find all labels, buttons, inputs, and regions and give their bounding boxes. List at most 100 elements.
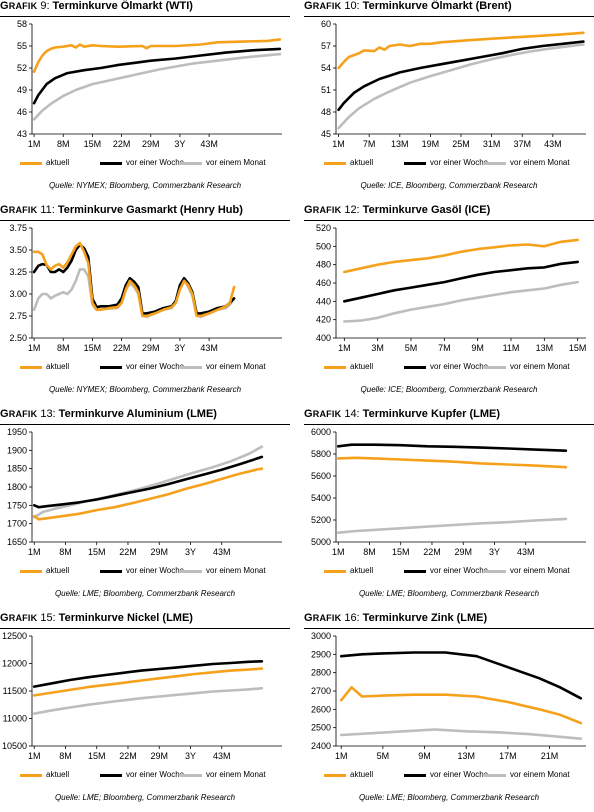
y-tick-label: 6000 bbox=[311, 427, 331, 437]
legend-label: vor einer Woche bbox=[126, 158, 185, 167]
legend-swatch bbox=[404, 366, 426, 369]
y-tick-label: 460 bbox=[316, 278, 331, 288]
legend-label: vor einer Woche bbox=[126, 566, 185, 575]
chart-source: Quelle: NYMEX; Bloomberg, Commerzbank Re… bbox=[48, 385, 242, 394]
series-line-monat bbox=[32, 268, 236, 319]
title-text: Terminkurve Nickel (LME) bbox=[55, 612, 193, 624]
legend-swatch bbox=[100, 366, 122, 369]
line-chart: 45 48 51 54 57 60 1M 7M 13M 19M 25M 31M 37M 43M bbox=[321, 19, 586, 149]
x-tick-label: 3Y bbox=[174, 343, 185, 353]
x-tick-label: 22M bbox=[119, 547, 137, 557]
legend-swatch bbox=[324, 570, 346, 573]
title-text: Terminkurve Gasmarkt (Henry Hub) bbox=[54, 204, 243, 216]
x-tick-label: 3M bbox=[371, 343, 384, 353]
x-tick-label: 15M bbox=[88, 547, 106, 557]
chart-title: GRAFIK 10: Terminkurve Ölmarkt (Brent) bbox=[304, 0, 512, 12]
legend-label: vor einem Monat bbox=[510, 362, 570, 371]
y-tick-label: 3.50 bbox=[9, 245, 27, 255]
legend-label: vor einer Woche bbox=[430, 566, 489, 575]
title-number: 15: bbox=[37, 612, 56, 624]
x-tick-label: 43M bbox=[517, 547, 535, 557]
chart-source: Quelle: ICE, Bloomberg, Commerzbank Rese… bbox=[360, 181, 538, 190]
x-tick-label: 1M bbox=[332, 139, 345, 149]
legend-swatch bbox=[404, 570, 426, 573]
y-tick-label: 5600 bbox=[311, 471, 331, 481]
x-tick-label: 15M bbox=[392, 547, 410, 557]
chart-panel-grafik-9: GRAFIK 9: Terminkurve Ölmarkt (WTI) 43 46 4… bbox=[0, 0, 290, 200]
y-tick-label: 2800 bbox=[311, 668, 331, 678]
legend-label: aktuell bbox=[46, 158, 70, 167]
title-text: Terminkurve Gasöl (ICE) bbox=[359, 204, 491, 216]
x-tick-label: 3Y bbox=[185, 547, 196, 557]
y-tick-label: 60 bbox=[321, 19, 331, 29]
title-number: 11: bbox=[37, 204, 55, 216]
legend-label: aktuell bbox=[46, 362, 70, 371]
chart-panel-grafik-14: GRAFIK 14: Terminkurve Kupfer (LME) 5000 5… bbox=[304, 408, 594, 608]
x-tick-label: 15M bbox=[569, 343, 587, 353]
legend-swatch bbox=[100, 162, 122, 165]
x-tick-label: 21M bbox=[541, 751, 559, 761]
x-tick-label: 1M bbox=[332, 547, 345, 557]
title-rule bbox=[304, 16, 594, 17]
title-number: 16: bbox=[341, 612, 360, 624]
y-tick-label: 2700 bbox=[311, 686, 331, 696]
y-tick-label: 2500 bbox=[311, 723, 331, 733]
legend-swatch bbox=[484, 162, 506, 165]
x-tick-label: 15M bbox=[84, 139, 102, 149]
series-line-monat bbox=[32, 687, 264, 715]
y-tick-label: 12500 bbox=[2, 631, 27, 641]
y-tick-label: 45 bbox=[321, 129, 331, 139]
series-line-aktuell bbox=[32, 467, 264, 521]
title-text: Terminkurve Aluminium (LME) bbox=[55, 408, 217, 420]
x-tick-label: 15M bbox=[88, 751, 106, 761]
x-tick-label: 8M bbox=[57, 139, 70, 149]
legend-label: vor einem Monat bbox=[510, 158, 570, 167]
x-tick-label: 29M bbox=[150, 751, 168, 761]
title-prefix-cap: G bbox=[0, 0, 9, 12]
legend-label: vor einem Monat bbox=[510, 770, 570, 779]
x-tick-label: 43M bbox=[213, 547, 231, 557]
series-line-woche bbox=[32, 455, 264, 509]
series-line-monat bbox=[343, 280, 579, 323]
series-line-aktuell bbox=[343, 238, 579, 274]
x-tick-label: 9M bbox=[471, 343, 484, 353]
legend-label: aktuell bbox=[350, 566, 374, 575]
x-tick-label: 1M bbox=[28, 139, 41, 149]
x-tick-label: 13M bbox=[457, 751, 475, 761]
series-line-aktuell bbox=[336, 456, 568, 469]
y-tick-label: 1750 bbox=[7, 500, 27, 510]
title-rule bbox=[0, 628, 290, 629]
y-tick-label: 51 bbox=[321, 85, 331, 95]
x-tick-label: 5M bbox=[405, 343, 418, 353]
chart-source: Quelle: LME; Bloomberg, Commerzbank Rese… bbox=[54, 589, 236, 598]
x-tick-label: 8M bbox=[59, 547, 72, 557]
y-tick-label: 440 bbox=[316, 296, 331, 306]
title-prefix-cap: G bbox=[304, 408, 313, 420]
y-tick-label: 480 bbox=[316, 260, 331, 270]
series-line-aktuell bbox=[32, 241, 236, 318]
chart-title: GRAFIK 12: Terminkurve Gasöl (ICE) bbox=[304, 204, 490, 216]
title-prefix-rest: RAFIK bbox=[8, 1, 38, 11]
x-tick-label: 43M bbox=[200, 139, 218, 149]
title-prefix-cap: G bbox=[0, 612, 9, 624]
x-tick-label: 22M bbox=[113, 139, 131, 149]
x-tick-label: 11M bbox=[503, 343, 520, 353]
series-line-aktuell bbox=[339, 686, 583, 725]
series-line-aktuell bbox=[32, 38, 282, 73]
legend-swatch bbox=[20, 774, 42, 777]
x-tick-label: 9M bbox=[418, 751, 431, 761]
chart-source: Quelle: NYMEX; Bloomberg, Commerzbank Re… bbox=[48, 181, 242, 190]
series-line-woche bbox=[32, 660, 264, 688]
chart-panel-grafik-12: GRAFIK 12: Terminkurve Gasöl (ICE) 400 420… bbox=[304, 204, 594, 404]
chart-title: GRAFIK 15: Terminkurve Nickel (LME) bbox=[0, 612, 193, 624]
x-tick-label: 37M bbox=[513, 139, 531, 149]
legend-swatch bbox=[20, 162, 42, 165]
x-tick-label: 8M bbox=[363, 547, 376, 557]
y-tick-label: 2.50 bbox=[9, 333, 27, 343]
title-prefix-rest: RAFIK bbox=[312, 1, 342, 11]
title-prefix-rest: RAFIK bbox=[312, 613, 342, 623]
legend-swatch bbox=[324, 774, 346, 777]
chart-source: Quelle: LME; Bloomberg, Commerzbank Rese… bbox=[358, 589, 540, 598]
legend-label: vor einem Monat bbox=[206, 770, 266, 779]
x-tick-label: 1M bbox=[28, 343, 41, 353]
